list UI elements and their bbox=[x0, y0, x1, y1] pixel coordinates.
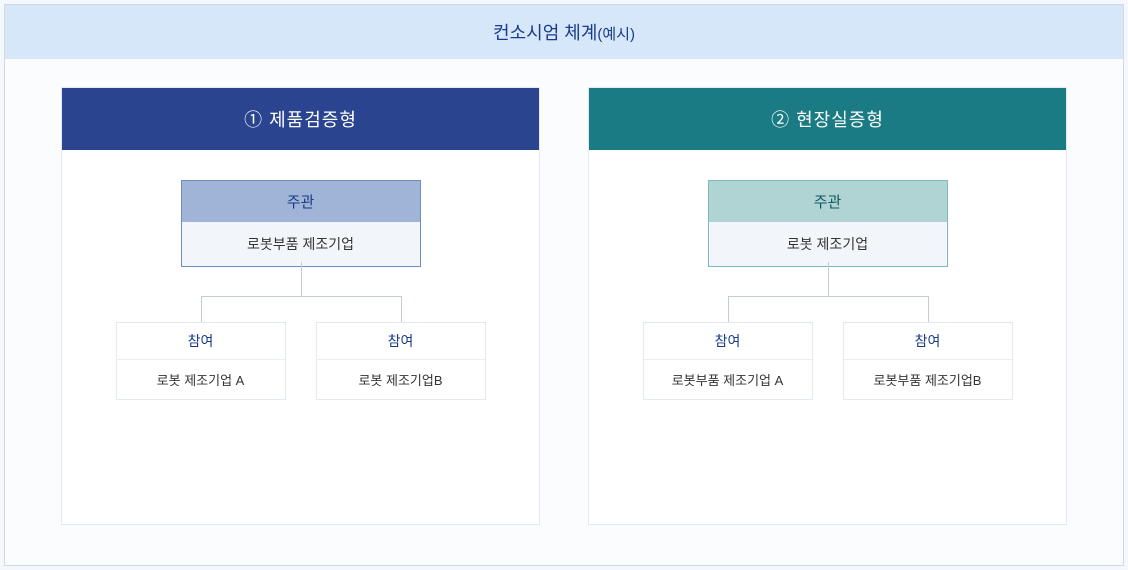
connector bbox=[201, 296, 401, 297]
main-node-head: 주관 bbox=[182, 181, 420, 222]
connector bbox=[401, 296, 402, 322]
main-node-desc: 로봇 제조기업 bbox=[709, 222, 947, 266]
connector bbox=[301, 262, 302, 296]
connector bbox=[728, 296, 729, 322]
main-node-product: 주관 로봇부품 제조기업 bbox=[181, 180, 421, 267]
main-node-field: 주관 로봇 제조기업 bbox=[708, 180, 948, 267]
connector bbox=[201, 296, 202, 322]
connector bbox=[928, 296, 929, 322]
child-desc: 로봇부품 제조기업B bbox=[844, 360, 1012, 399]
child-head: 참여 bbox=[317, 323, 485, 360]
child-node-left: 참여 로봇 제조기업 A bbox=[116, 322, 286, 400]
child-desc: 로봇부품 제조기업 A bbox=[644, 360, 812, 399]
child-node-left: 참여 로봇부품 제조기업 A bbox=[643, 322, 813, 400]
main-node-head: 주관 bbox=[709, 181, 947, 222]
child-node-right: 참여 로봇부품 제조기업B bbox=[843, 322, 1013, 400]
child-head: 참여 bbox=[844, 323, 1012, 360]
panel-header-field: ② 현장실증형 bbox=[589, 88, 1066, 150]
child-node-right: 참여 로봇 제조기업B bbox=[316, 322, 486, 400]
diagram-body: ① 제품검증형 주관 로봇부품 제조기업 참여 로봇 제조기업 A bbox=[5, 59, 1123, 565]
connector bbox=[828, 262, 829, 296]
child-desc: 로봇 제조기업B bbox=[317, 360, 485, 399]
diagram-title: 컨소시엄 체계(예시) bbox=[5, 5, 1123, 59]
title-main: 컨소시엄 체계 bbox=[493, 23, 597, 43]
panel-field: ② 현장실증형 주관 로봇 제조기업 참여 로봇부품 제조기업 A bbox=[588, 87, 1067, 525]
panel-header-product: ① 제품검증형 bbox=[62, 88, 539, 150]
main-node-desc: 로봇부품 제조기업 bbox=[182, 222, 420, 266]
diagram-frame: 컨소시엄 체계(예시) ① 제품검증형 주관 로봇부품 제조기업 참여 bbox=[4, 4, 1124, 566]
tree-field: 주관 로봇 제조기업 참여 로봇부품 제조기업 A 참여 로봇부품 제조기업B bbox=[589, 150, 1066, 524]
connector bbox=[728, 296, 928, 297]
title-paren: (예시) bbox=[597, 26, 635, 43]
tree-product: 주관 로봇부품 제조기업 참여 로봇 제조기업 A 참여 로봇 제조기업B bbox=[62, 150, 539, 524]
child-head: 참여 bbox=[644, 323, 812, 360]
child-desc: 로봇 제조기업 A bbox=[117, 360, 285, 399]
child-head: 참여 bbox=[117, 323, 285, 360]
panel-product: ① 제품검증형 주관 로봇부품 제조기업 참여 로봇 제조기업 A bbox=[61, 87, 540, 525]
